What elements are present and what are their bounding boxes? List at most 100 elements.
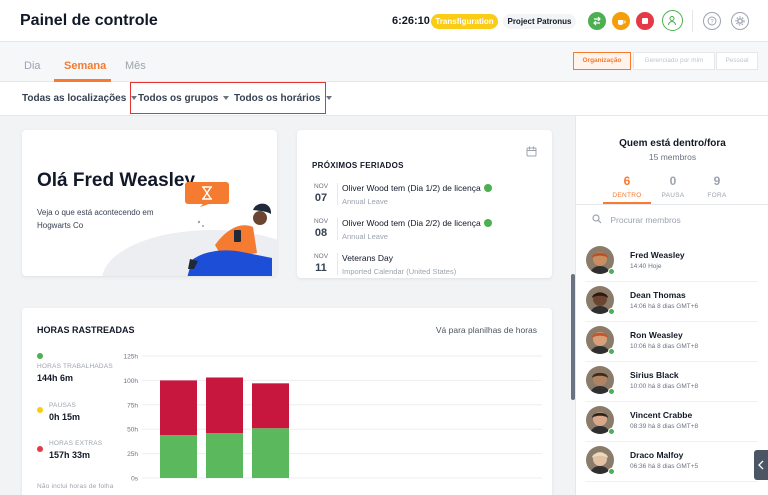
help-icon: ? (707, 16, 717, 26)
bar-overtime[interactable] (252, 383, 289, 429)
project-badge-transfiguration[interactable]: Transfiguration (431, 14, 498, 29)
chevron-down-icon (325, 96, 332, 100)
greeting-subtitle: Veja o que está acontecendo em Hogwarts … (37, 208, 154, 230)
filters-bar: Todas as localizações Todos os grupos To… (0, 82, 768, 116)
project-badge-patronus[interactable]: Project Patronus (503, 14, 576, 29)
holiday-type: Imported Calendar (United States) (342, 267, 457, 276)
tab-break[interactable]: 0 PAUSA (648, 174, 698, 199)
bar-worked[interactable] (252, 428, 289, 478)
search-icon (592, 214, 602, 224)
member-row[interactable]: Dean Thomas 14:06 há 8 dias GMT+6 (585, 282, 758, 322)
y-tick-label: 100h (124, 378, 139, 385)
holiday-day: 11 (315, 262, 327, 274)
holiday-item[interactable]: NOV 07 Oliver Wood tem (Dia 1/2) de lice… (312, 183, 542, 217)
top-header: Painel de controle 6:26:10 Transfigurati… (0, 0, 768, 42)
active-tab-indicator (54, 79, 111, 82)
hours-footnote: Não inclui horas de folha (37, 483, 114, 490)
tab-day[interactable]: Dia (24, 60, 41, 72)
holiday-day: 07 (314, 192, 328, 204)
schedules-dropdown-label: Todos os horários (234, 93, 321, 104)
collapse-panel-button[interactable] (754, 450, 768, 480)
y-tick-label: 50h (127, 427, 138, 434)
member-name: Fred Weasley (630, 250, 685, 260)
who-is-in-title: Quem está dentro/fora (619, 138, 726, 149)
greeting-title: Olá Fred Weasley (37, 170, 196, 191)
view-managed-button[interactable]: Gerenciado por mim (633, 52, 715, 70)
bar-overtime[interactable] (206, 377, 243, 434)
out-count: 9 (713, 174, 721, 188)
view-organization-button[interactable]: Organização (573, 52, 631, 70)
holiday-name-text: Oliver Wood tem (Dia 1/2) de licença (342, 183, 481, 193)
holiday-name-text: Oliver Wood tem (Dia 2/2) de licença (342, 218, 481, 228)
check-circle-icon (483, 184, 492, 192)
y-tick-label: 75h (127, 402, 138, 409)
chevron-down-icon (131, 96, 138, 100)
active-tab-indicator (603, 202, 651, 204)
calendar-icon[interactable] (526, 146, 537, 157)
timesheets-link[interactable]: Vá para planilhas de horas (435, 325, 537, 335)
period-tabs-bar: Dia Semana Mês Organização Gerenciado po… (0, 42, 768, 82)
switch-task-button[interactable] (588, 12, 606, 30)
in-label: DENTRO (612, 192, 642, 199)
y-tick-label: 25h (127, 451, 138, 458)
member-row[interactable]: Ron Weasley 10:06 há 8 dias GMT+8 (585, 322, 758, 362)
holiday-name: Oliver Wood tem (Dia 2/2) de licença (342, 218, 492, 228)
member-row[interactable]: Vincent Crabbe 08:39 há 8 dias GMT+8 (585, 402, 758, 442)
locations-dropdown[interactable]: Todas as localizações (22, 93, 138, 104)
panel-divider (576, 204, 768, 205)
upcoming-holidays-card: PRÓXIMOS FERIADOS NOV 07 Oliver Wood tem… (297, 130, 552, 278)
member-clock-in-time: 06:36 há 8 dias GMT+5 (630, 463, 699, 470)
swap-icon (593, 16, 601, 26)
help-button[interactable]: ? (703, 12, 721, 30)
member-clock-in-time: 10:06 há 8 dias GMT+8 (630, 343, 699, 350)
check-circle-icon (483, 219, 492, 227)
stop-timer-button[interactable] (636, 12, 654, 30)
online-status-dot (608, 428, 615, 435)
member-name: Sirius Black (630, 370, 679, 380)
tab-month[interactable]: Mês (125, 60, 146, 72)
break-button[interactable] (612, 12, 630, 30)
bar-overtime[interactable] (160, 380, 197, 436)
bar-worked[interactable] (160, 435, 197, 478)
avatar (586, 326, 614, 354)
member-clock-in-time: 10:00 há 8 dias GMT+8 (630, 383, 699, 390)
holiday-type: Annual Leave (342, 197, 388, 206)
main-scrollbar[interactable] (571, 274, 575, 400)
settings-button[interactable] (731, 12, 749, 30)
tracked-hours-card: HORAS RASTREADAS Vá para planilhas de ho… (22, 308, 552, 495)
tab-out[interactable]: 9 FORA (692, 174, 742, 199)
in-count: 6 (623, 174, 631, 188)
holiday-name: Veterans Day (342, 253, 394, 263)
schedules-dropdown[interactable]: Todos os horários (234, 93, 332, 104)
tab-week[interactable]: Semana (64, 60, 107, 72)
worked-hours-dot (37, 353, 43, 359)
members-count: 15 membros (648, 152, 697, 162)
member-row[interactable]: Draco Malfoy 06:36 há 8 dias GMT+5 (585, 442, 758, 482)
member-name: Dean Thomas (630, 290, 686, 300)
chevron-down-icon (223, 96, 230, 100)
y-tick-label: 125h (124, 354, 139, 361)
who-is-in-panel: Quem está dentro/fora 15 membros 6 DENTR… (575, 116, 768, 495)
member-row[interactable]: Sirius Black 10:00 há 8 dias GMT+8 (585, 362, 758, 402)
y-tick-label: 0s (131, 476, 139, 483)
bar-worked[interactable] (206, 433, 243, 478)
holiday-item[interactable]: NOV 11 Veterans Day Imported Calendar (U… (312, 253, 542, 287)
user-status-button[interactable] (662, 10, 683, 31)
greeting-card: Olá Fred Weasley Veja o que está acontec… (22, 130, 277, 276)
groups-dropdown[interactable]: Todos os grupos (138, 93, 230, 104)
holiday-divider (337, 183, 338, 205)
member-search[interactable]: Procurar membros (592, 214, 757, 228)
tab-in[interactable]: 6 DENTRO (602, 174, 652, 199)
stop-icon (642, 18, 648, 24)
svg-text:?: ? (710, 20, 714, 26)
member-row[interactable]: Fred Weasley 14:40 Hoje (585, 242, 758, 282)
member-search-placeholder: Procurar membros (610, 215, 681, 225)
view-personal-button[interactable]: Pessoal (716, 52, 758, 70)
break-count: 0 (669, 174, 677, 188)
online-status-dot (608, 388, 615, 395)
breaks-label: PAUSAS (49, 402, 77, 409)
member-name: Vincent Crabbe (630, 410, 693, 420)
holiday-item[interactable]: NOV 08 Oliver Wood tem (Dia 2/2) de lice… (312, 218, 542, 252)
overtime-label: HORAS EXTRAS (49, 440, 103, 447)
hours-bar-chart: 125h 100h 75h 50h 25h 0s (124, 354, 542, 483)
